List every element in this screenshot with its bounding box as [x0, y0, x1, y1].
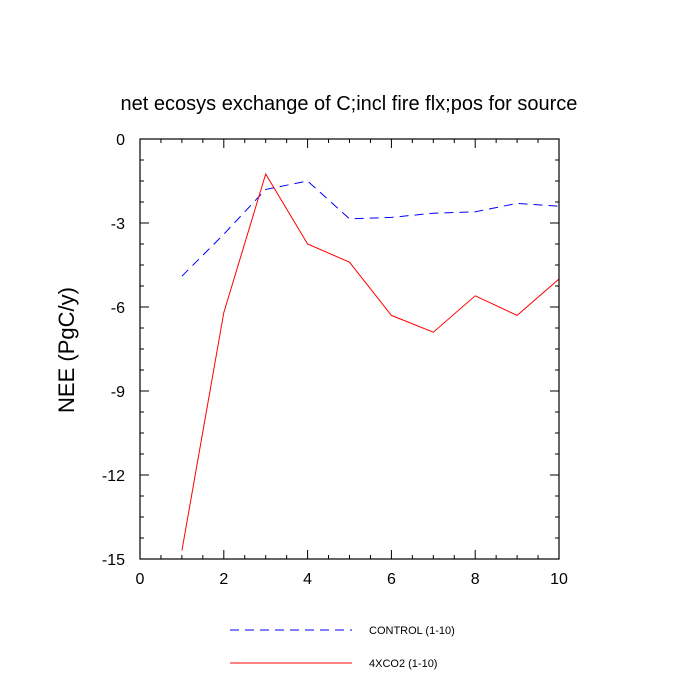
y-tick-label: 0 [116, 132, 125, 149]
tick-labels: 0 2 4 6 8 10 0 -3 -6 -9 -12 -15 [102, 132, 568, 588]
legend-label: 4XCO2 (1-10) [369, 658, 437, 670]
chart-title: net ecosys exchange of C;incl fire flx;p… [121, 93, 578, 115]
x-tick-label: 2 [219, 571, 228, 588]
legend-label: CONTROL (1-10) [369, 625, 455, 637]
y-axis-label: NEE (PgC/y) [54, 287, 79, 413]
x-tick-label: 8 [471, 571, 480, 588]
x-tick-label: 4 [303, 571, 312, 588]
y-tick-label: -6 [111, 300, 125, 317]
y-tick-label: -3 [111, 216, 125, 233]
x-tick-label: 6 [387, 571, 396, 588]
plot-frame [139, 138, 560, 560]
y-tick-label: -9 [111, 384, 125, 401]
x-tick-label: 10 [550, 571, 568, 588]
y-tick-label: -15 [102, 552, 125, 569]
series-line [181, 180, 560, 277]
series-lines [181, 172, 560, 551]
legend: CONTROL (1-10) 4XCO2 (1-10) [230, 625, 455, 670]
x-tick-label: 0 [136, 571, 145, 588]
series-line [181, 172, 560, 551]
y-tick-label: -12 [102, 468, 125, 485]
axis-ticks [139, 138, 560, 560]
